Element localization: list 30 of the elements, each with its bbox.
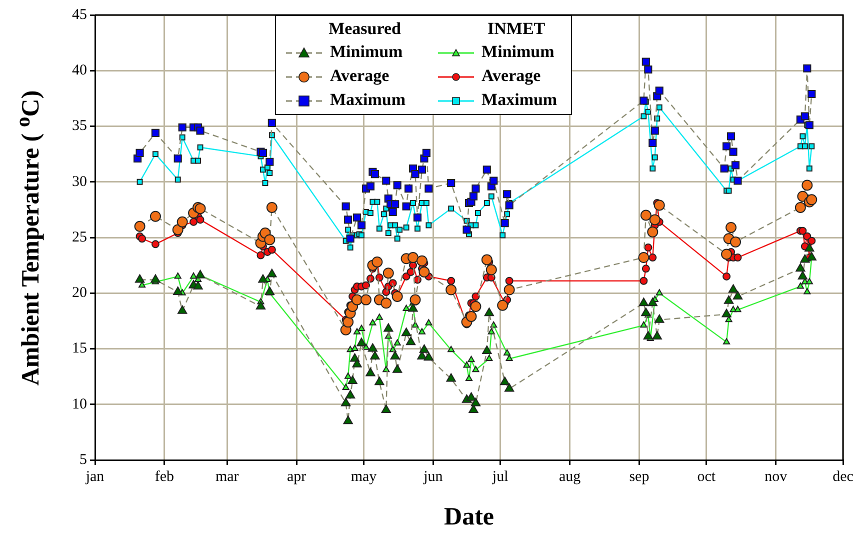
x-tick-label: jul (491, 468, 508, 485)
legend-label: Maximum (480, 89, 558, 111)
y-tick-label: 45 (72, 6, 87, 23)
x-tick-label: mar (215, 468, 239, 485)
x-tick-label: jan (84, 468, 105, 485)
legend-label: Minimum (329, 41, 404, 63)
annotation: INMET (486, 18, 546, 40)
x-tick-label: apr (286, 468, 306, 485)
x-axis-title: Date (444, 503, 494, 530)
legend-label: Minimum (480, 41, 556, 63)
x-tick-label: dec (832, 468, 854, 485)
y-tick-label: 25 (72, 229, 87, 246)
x-tick-label: feb (154, 468, 174, 485)
y-tick-label: 35 (72, 118, 87, 134)
y-tick-label: 15 (72, 340, 87, 357)
y-tick-label: 30 (72, 174, 87, 190)
x-tick-label: oct (697, 468, 716, 485)
y-tick-label: 40 (72, 62, 87, 79)
y-tick-label: 10 (72, 396, 87, 412)
legend-label: Average (329, 65, 390, 87)
x-tick-label: jun (422, 468, 444, 485)
legend-label: Average (480, 65, 542, 87)
annotation: Measured (328, 18, 402, 40)
x-tick-label: nov (764, 468, 788, 485)
y-tick-label: 20 (72, 285, 87, 302)
legend-label: Maximum (329, 89, 406, 111)
x-tick-label: may (350, 468, 378, 485)
y-tick-label: 5 (80, 452, 87, 468)
x-tick-label: aug (558, 468, 582, 485)
x-tick-label: sep (629, 468, 650, 485)
